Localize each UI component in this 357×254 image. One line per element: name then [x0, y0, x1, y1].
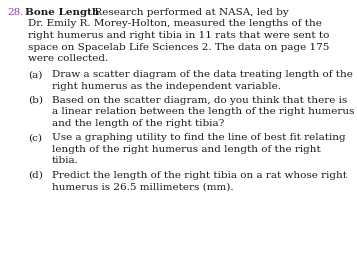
- Text: Research performed at NASA, led by: Research performed at NASA, led by: [88, 8, 289, 17]
- Text: right humerus and right tibia in 11 rats that were sent to: right humerus and right tibia in 11 rats…: [28, 31, 330, 40]
- Text: (b): (b): [28, 96, 43, 105]
- Text: and the length of the right tibia?: and the length of the right tibia?: [52, 119, 224, 128]
- Text: Based on the scatter diagram, do you think that there is: Based on the scatter diagram, do you thi…: [52, 96, 347, 105]
- Text: length of the right humerus and length of the right: length of the right humerus and length o…: [52, 145, 321, 154]
- Text: (c): (c): [28, 133, 42, 142]
- Text: tibia.: tibia.: [52, 156, 79, 165]
- Text: space on Spacelab Life Sciences 2. The data on page 175: space on Spacelab Life Sciences 2. The d…: [28, 42, 330, 52]
- Text: Use a graphing utility to find the line of best fit relating: Use a graphing utility to find the line …: [52, 133, 346, 142]
- Text: humerus is 26.5 millimeters (mm).: humerus is 26.5 millimeters (mm).: [52, 182, 233, 191]
- Text: 28.: 28.: [7, 8, 24, 17]
- Text: Predict the length of the right tibia on a rat whose right: Predict the length of the right tibia on…: [52, 171, 347, 180]
- Text: right humerus as the independent variable.: right humerus as the independent variabl…: [52, 82, 281, 91]
- Text: a linear relation between the length of the right humerus: a linear relation between the length of …: [52, 107, 355, 117]
- Text: were collected.: were collected.: [28, 54, 108, 63]
- Text: Draw a scatter diagram of the data treating length of the: Draw a scatter diagram of the data treat…: [52, 70, 353, 79]
- Text: Dr. Emily R. Morey-Holton, measured the lengths of the: Dr. Emily R. Morey-Holton, measured the …: [28, 20, 322, 28]
- Text: (d): (d): [28, 171, 43, 180]
- Text: (a): (a): [28, 70, 42, 79]
- Text: Bone Length: Bone Length: [25, 8, 99, 17]
